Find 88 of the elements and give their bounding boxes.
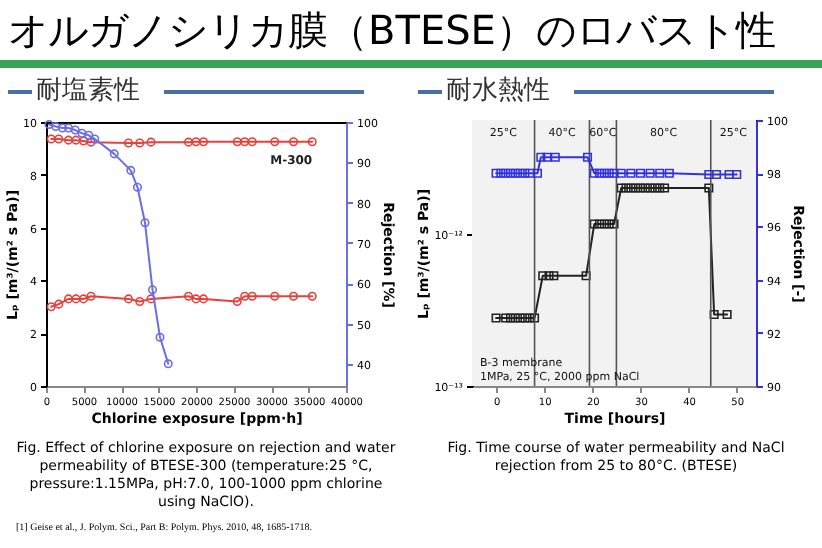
point: [146, 137, 156, 147]
point: [520, 313, 530, 323]
point: [288, 137, 299, 147]
point: [247, 137, 257, 147]
point: [650, 183, 660, 193]
point: [722, 309, 732, 320]
point: [78, 136, 89, 146]
point: [126, 165, 136, 175]
point: [54, 134, 64, 144]
point: [645, 168, 655, 178]
point: [515, 168, 525, 178]
point: [270, 137, 280, 147]
point: [616, 168, 626, 178]
point: [604, 168, 614, 178]
point: [631, 183, 641, 193]
point: [542, 152, 552, 162]
point: [510, 313, 520, 323]
point: [240, 137, 250, 147]
point: [491, 168, 501, 178]
point: [532, 168, 543, 178]
point: [63, 135, 74, 145]
point: [70, 125, 80, 135]
point: [645, 183, 655, 193]
point: [616, 183, 626, 193]
point: [496, 168, 506, 178]
point: [51, 121, 61, 131]
point: [704, 169, 714, 180]
point: [198, 137, 209, 147]
point: [140, 218, 150, 228]
point: [155, 332, 165, 342]
point: [581, 271, 591, 281]
point: [724, 169, 734, 180]
chart-title: オルガノシリカ膜（BTESE）のロバスト性: [8, 4, 776, 58]
point: [525, 313, 535, 323]
point: [538, 271, 548, 281]
point: [732, 169, 742, 180]
point: [123, 138, 134, 148]
point: [664, 168, 674, 178]
point: [709, 309, 719, 320]
point: [621, 183, 631, 193]
point: [109, 149, 119, 159]
point: [84, 130, 94, 140]
point: [77, 128, 87, 138]
point: [505, 313, 516, 323]
point: [505, 168, 516, 178]
point: [135, 138, 145, 148]
point: [491, 313, 501, 323]
point: [57, 123, 68, 133]
point: [525, 168, 535, 178]
point: [544, 271, 554, 281]
point: [582, 152, 593, 162]
point: [63, 123, 74, 133]
point: [232, 137, 242, 147]
point: [510, 168, 520, 178]
point: [71, 135, 81, 145]
line-series: [491, 183, 732, 323]
point: [655, 183, 665, 193]
point: [599, 219, 609, 229]
point: [501, 313, 511, 323]
point: [604, 219, 614, 229]
chart-title: 耐水熱性: [446, 74, 550, 108]
point: [550, 152, 560, 162]
point: [530, 313, 540, 323]
point: [599, 168, 609, 178]
point: [635, 183, 646, 193]
point: [536, 152, 546, 162]
point: [191, 137, 201, 147]
point: [704, 183, 714, 193]
point: [183, 137, 194, 147]
point: [595, 219, 605, 229]
point: [609, 168, 619, 178]
point: [626, 183, 636, 193]
chart-subtitle: 耐塩素性: [36, 74, 140, 108]
point: [147, 285, 158, 295]
point: [626, 168, 636, 178]
point: [595, 168, 605, 178]
point: [549, 271, 559, 281]
point: [132, 182, 143, 192]
point: [515, 313, 525, 323]
point: [640, 183, 650, 193]
point: [589, 219, 599, 229]
point: [635, 168, 646, 178]
point: [609, 219, 619, 229]
point: [589, 168, 599, 178]
point: [501, 168, 511, 178]
point: [655, 168, 665, 178]
point: [520, 168, 530, 178]
point: [660, 183, 670, 193]
